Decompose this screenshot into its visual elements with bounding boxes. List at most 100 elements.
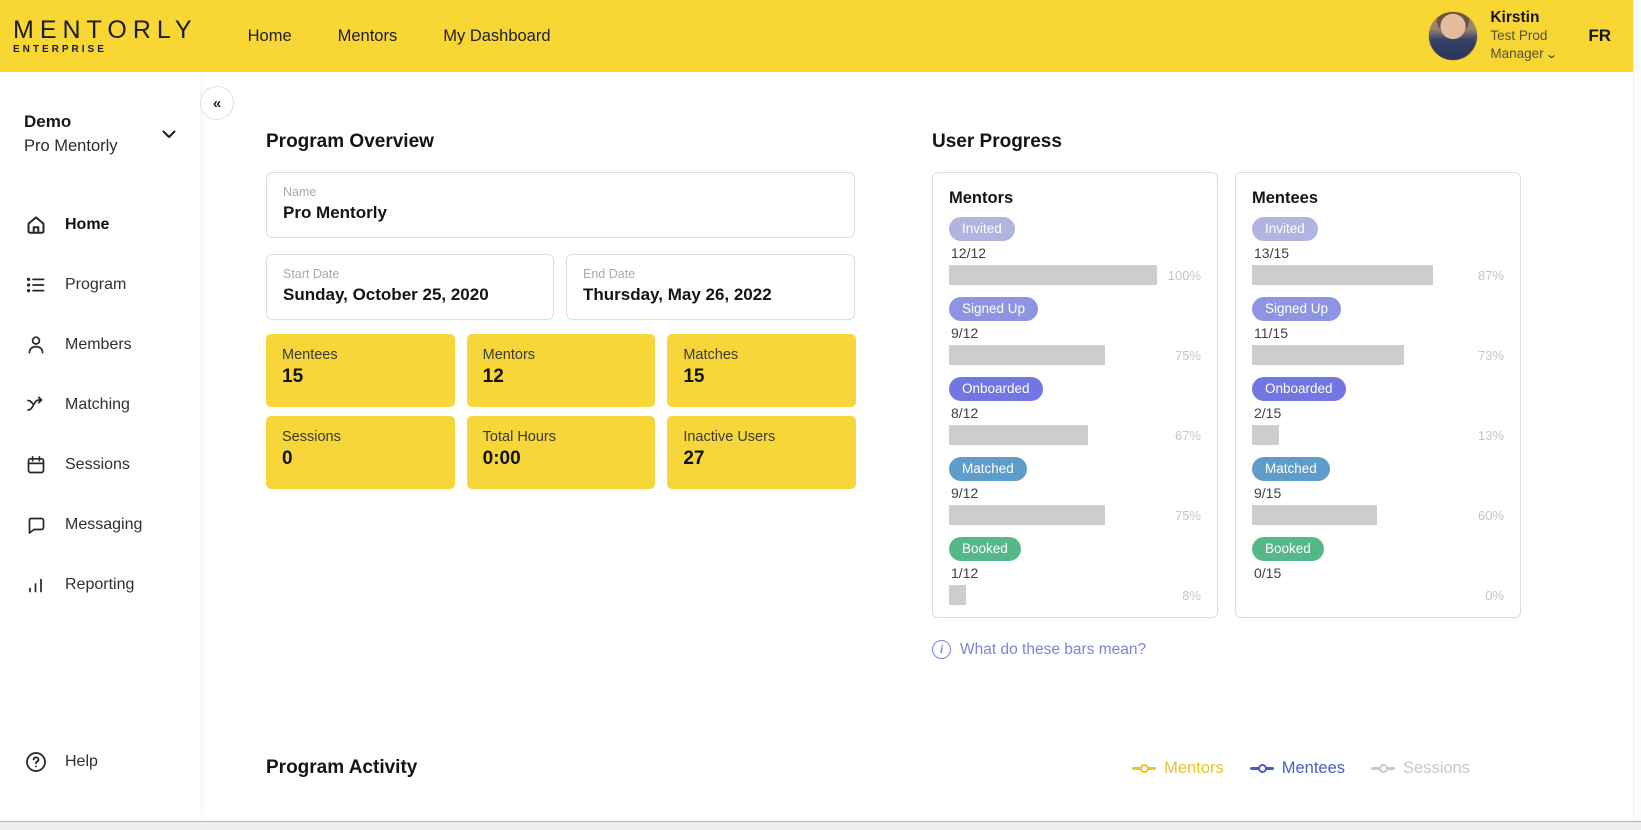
stage-percent: 73% bbox=[1477, 347, 1504, 363]
stage-bar-row: 0% bbox=[1252, 585, 1504, 605]
sidebar-item[interactable]: Matching bbox=[0, 375, 200, 435]
stat-label: Total Hours bbox=[482, 429, 556, 445]
progress-stage-row: Matched 9/12 75% bbox=[949, 457, 1201, 525]
members-icon bbox=[24, 333, 48, 357]
user-role-line1: Test Prod bbox=[1490, 27, 1548, 43]
stage-percent: 75% bbox=[1174, 507, 1201, 523]
vertical-scrollbar[interactable] bbox=[1633, 0, 1641, 830]
progress-stage-row: Signed Up 11/15 73% bbox=[1252, 297, 1504, 365]
legend-label: Mentees bbox=[1281, 759, 1346, 777]
legend-label: Sessions bbox=[1403, 759, 1470, 777]
end-date-label: End Date bbox=[583, 267, 636, 281]
progress-bar-track bbox=[949, 585, 1157, 605]
stage-fraction: 0/15 bbox=[1254, 565, 1282, 581]
top-nav-item[interactable]: My Dashboard bbox=[443, 26, 551, 45]
progress-bar-track bbox=[1252, 345, 1460, 365]
stage-percent: 75% bbox=[1174, 347, 1201, 363]
program-selector[interactable]: Demo Pro Mentorly bbox=[24, 112, 184, 156]
stage-fraction: 11/15 bbox=[1254, 325, 1288, 341]
user-progress-title: User Progress bbox=[932, 131, 1062, 152]
stage-percent: 60% bbox=[1477, 507, 1504, 523]
help-label: Help bbox=[65, 753, 98, 770]
sidebar-item[interactable]: Members bbox=[0, 315, 200, 375]
stage-percent: 0% bbox=[1485, 587, 1504, 603]
language-toggle[interactable]: FR bbox=[1588, 26, 1611, 45]
end-date-field[interactable]: End Date Thursday, May 26, 2022 bbox=[566, 254, 855, 320]
stat-label: Inactive Users bbox=[683, 429, 776, 445]
stat-card: Mentees 15 bbox=[266, 334, 455, 407]
progress-stage-row: Onboarded 2/15 13% bbox=[1252, 377, 1504, 445]
sidebar-item-label: Home bbox=[65, 216, 110, 233]
end-date-value: Thursday, May 26, 2022 bbox=[583, 285, 772, 304]
progress-bar bbox=[1252, 265, 1433, 285]
stat-card: Inactive Users 27 bbox=[667, 416, 856, 489]
sidebar-item[interactable]: Messaging bbox=[0, 495, 200, 555]
chevron-down-icon: ⌄ bbox=[1545, 48, 1559, 61]
progress-stage-row: Onboarded 8/12 67% bbox=[949, 377, 1201, 445]
progress-stage-row: Booked 0/15 0% bbox=[1252, 537, 1504, 605]
program-name-field[interactable]: Name Pro Mentorly bbox=[266, 172, 855, 238]
legend-marker-icon bbox=[1371, 764, 1396, 773]
stage-badge: Signed Up bbox=[949, 297, 1039, 321]
start-date-field[interactable]: Start Date Sunday, October 25, 2020 bbox=[266, 254, 554, 320]
bars-info-link[interactable]: i What do these bars mean? bbox=[932, 640, 1146, 659]
legend-item[interactable]: Mentors bbox=[1132, 759, 1224, 778]
sidebar-collapse-button[interactable]: « bbox=[200, 86, 234, 120]
matching-icon bbox=[24, 393, 48, 417]
stage-fraction: 9/12 bbox=[951, 325, 979, 341]
top-nav: Home Mentors My Dashboard bbox=[248, 27, 551, 46]
progress-stage-row: Invited 12/12 100% bbox=[949, 217, 1201, 285]
progress-bar bbox=[1252, 425, 1280, 445]
sidebar-item[interactable]: Reporting bbox=[0, 555, 200, 615]
progress-bar-track bbox=[949, 505, 1157, 525]
legend-label: Mentors bbox=[1164, 759, 1224, 777]
mentorly-logo[interactable]: MENTORLY ENTERPRISE bbox=[13, 17, 198, 55]
progress-stage-row: Matched 9/15 60% bbox=[1252, 457, 1504, 525]
progress-stage-row: Signed Up 9/12 75% bbox=[949, 297, 1201, 365]
stage-fraction: 9/15 bbox=[1254, 485, 1282, 501]
reporting-icon bbox=[24, 573, 48, 597]
logo-subtitle: ENTERPRISE bbox=[13, 44, 107, 55]
stage-badge: Matched bbox=[1252, 457, 1330, 481]
mentees-group-title: Mentees bbox=[1252, 189, 1319, 207]
stage-percent: 100% bbox=[1167, 267, 1201, 283]
stage-fraction: 9/12 bbox=[951, 485, 979, 501]
top-bar: MENTORLY ENTERPRISE Home Mentors My Dash… bbox=[0, 0, 1633, 72]
user-menu[interactable]: Kirstin Test Prod Manager ⌄ bbox=[1490, 9, 1574, 64]
avatar[interactable] bbox=[1428, 11, 1479, 61]
stage-bar-row: 75% bbox=[949, 345, 1201, 365]
progress-bar-track bbox=[949, 425, 1157, 445]
sidebar-item[interactable]: Program bbox=[0, 255, 200, 315]
progress-bar bbox=[1252, 345, 1404, 365]
top-nav-item[interactable]: Home bbox=[247, 26, 292, 45]
stage-badge: Invited bbox=[949, 217, 1015, 241]
bars-info-text: What do these bars mean? bbox=[960, 640, 1147, 658]
sidebar-item-label: Sessions bbox=[65, 456, 130, 473]
sidebar-item[interactable]: Home bbox=[0, 195, 200, 255]
sidebar: Demo Pro Mentorly Home Program Members bbox=[0, 72, 200, 821]
progress-stage-row: Invited 13/15 87% bbox=[1252, 217, 1504, 285]
stat-card: Mentors 12 bbox=[466, 334, 656, 407]
start-date-label: Start Date bbox=[283, 267, 340, 281]
stat-label: Matches bbox=[683, 347, 739, 363]
stage-badge: Booked bbox=[1252, 537, 1324, 561]
legend-item[interactable]: Sessions bbox=[1371, 759, 1470, 778]
horizontal-scrollbar[interactable] bbox=[0, 821, 1641, 830]
progress-bar-track bbox=[1252, 425, 1460, 445]
sidebar-item-label: Program bbox=[65, 276, 127, 293]
sidebar-item-help[interactable]: Help bbox=[24, 750, 98, 774]
stat-card: Matches 15 bbox=[667, 334, 856, 407]
stage-bar-row: 87% bbox=[1252, 265, 1504, 285]
chevron-down-icon bbox=[162, 130, 176, 138]
stat-value: 15 bbox=[683, 366, 705, 387]
legend-item[interactable]: Mentees bbox=[1249, 759, 1346, 778]
program-icon bbox=[24, 273, 48, 297]
program-selector-label: Demo bbox=[24, 112, 72, 131]
progress-bar-track bbox=[949, 345, 1157, 365]
help-icon bbox=[24, 750, 48, 774]
stat-value: 15 bbox=[282, 366, 304, 387]
stage-bar-row: 100% bbox=[949, 265, 1201, 285]
stage-bar-row: 67% bbox=[949, 425, 1201, 445]
top-nav-item[interactable]: Mentors bbox=[337, 26, 398, 45]
sidebar-item[interactable]: Sessions bbox=[0, 435, 200, 495]
